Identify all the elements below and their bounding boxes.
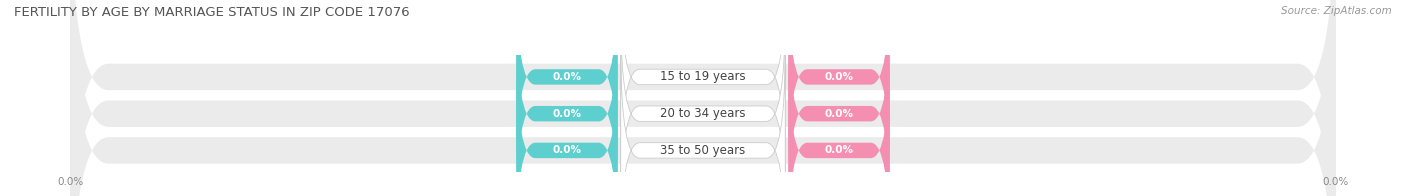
Text: 35 to 50 years: 35 to 50 years <box>661 144 745 157</box>
Text: 15 to 19 years: 15 to 19 years <box>661 70 745 83</box>
Text: FERTILITY BY AGE BY MARRIAGE STATUS IN ZIP CODE 17076: FERTILITY BY AGE BY MARRIAGE STATUS IN Z… <box>14 6 409 19</box>
FancyBboxPatch shape <box>70 0 1336 196</box>
Text: 0.0%: 0.0% <box>824 109 853 119</box>
FancyBboxPatch shape <box>621 11 785 196</box>
FancyBboxPatch shape <box>621 0 785 180</box>
Text: 0.0%: 0.0% <box>553 145 582 155</box>
FancyBboxPatch shape <box>516 48 617 196</box>
Text: 20 to 34 years: 20 to 34 years <box>661 107 745 120</box>
Text: 0.0%: 0.0% <box>824 72 853 82</box>
FancyBboxPatch shape <box>789 0 890 180</box>
Text: 0.0%: 0.0% <box>553 109 582 119</box>
FancyBboxPatch shape <box>70 0 1336 196</box>
FancyBboxPatch shape <box>789 11 890 196</box>
FancyBboxPatch shape <box>789 48 890 196</box>
Text: Source: ZipAtlas.com: Source: ZipAtlas.com <box>1281 6 1392 16</box>
FancyBboxPatch shape <box>70 0 1336 196</box>
FancyBboxPatch shape <box>516 0 617 180</box>
FancyBboxPatch shape <box>516 11 617 196</box>
FancyBboxPatch shape <box>621 48 785 196</box>
Text: 0.0%: 0.0% <box>824 145 853 155</box>
Text: 0.0%: 0.0% <box>553 72 582 82</box>
